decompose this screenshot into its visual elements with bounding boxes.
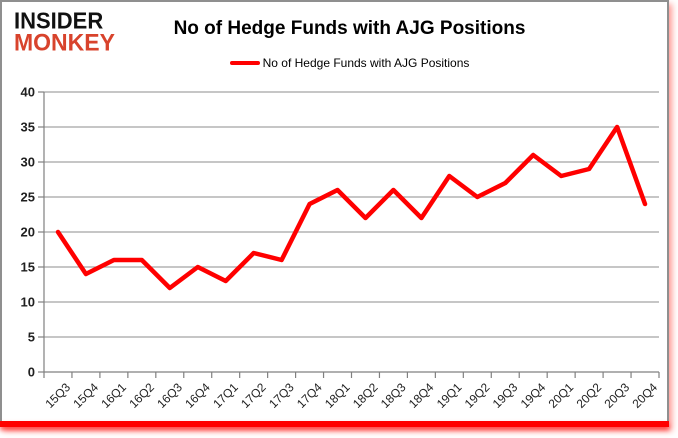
y-axis-label: 15	[21, 260, 35, 275]
y-axis-label: 25	[21, 190, 35, 205]
x-axis-label: 20Q2	[574, 380, 605, 411]
x-axis-label: 16Q1	[98, 380, 129, 411]
series-line	[55, 124, 648, 291]
logo-text-monkey: MONKEY	[14, 27, 115, 56]
x-axis-label: 15Q3	[42, 380, 73, 411]
x-axis-label: 16Q4	[182, 380, 213, 411]
insider-monkey-logo[interactable]: INSIDER MONKEY	[14, 7, 115, 56]
y-axis-label: 20	[21, 225, 35, 240]
x-axis-label: 19Q3	[490, 380, 521, 411]
x-axis-label: 18Q1	[322, 380, 353, 411]
y-axis-label: 40	[21, 85, 35, 100]
legend: No of Hedge Funds with AJG Positions	[42, 56, 657, 70]
x-axis-label: 18Q4	[406, 380, 437, 411]
chart-title: No of Hedge Funds with AJG Positions	[173, 18, 526, 39]
x-axis-label: 20Q1	[546, 380, 577, 411]
y-axis-label: 30	[21, 155, 35, 170]
x-axis-label: 17Q2	[238, 380, 269, 411]
y-axis-label: 10	[21, 295, 35, 310]
x-axis-label: 16Q2	[126, 380, 157, 411]
legend-line-swatch	[229, 61, 260, 65]
x-axis-label: 19Q1	[434, 380, 465, 411]
x-axis-label: 19Q2	[462, 380, 493, 411]
x-axis-label: 17Q4	[294, 380, 325, 411]
x-axis-label: 20Q3	[602, 380, 633, 411]
x-axis-label: 18Q3	[378, 380, 409, 411]
x-axis-label: 20Q4	[629, 380, 660, 411]
x-axis-label: 19Q4	[518, 380, 549, 411]
chart-card: INSIDER MONKEY No of Hedge Funds with AJ…	[0, 0, 669, 427]
x-axis-label: 15Q4	[70, 380, 101, 411]
y-axis-label: 0	[28, 365, 35, 380]
x-axis-label: 17Q3	[266, 380, 297, 411]
x-axis-label: 16Q3	[154, 380, 185, 411]
x-axis-label: 18Q2	[350, 380, 381, 411]
legend-label: No of Hedge Funds with AJG Positions	[262, 56, 470, 70]
logo-text-insider: INSIDER	[14, 7, 104, 34]
y-axis-label: 5	[28, 330, 35, 345]
x-axis-label: 17Q1	[210, 380, 241, 411]
bottom-red-bar	[0, 421, 669, 427]
y-axis-label: 35	[21, 120, 35, 135]
